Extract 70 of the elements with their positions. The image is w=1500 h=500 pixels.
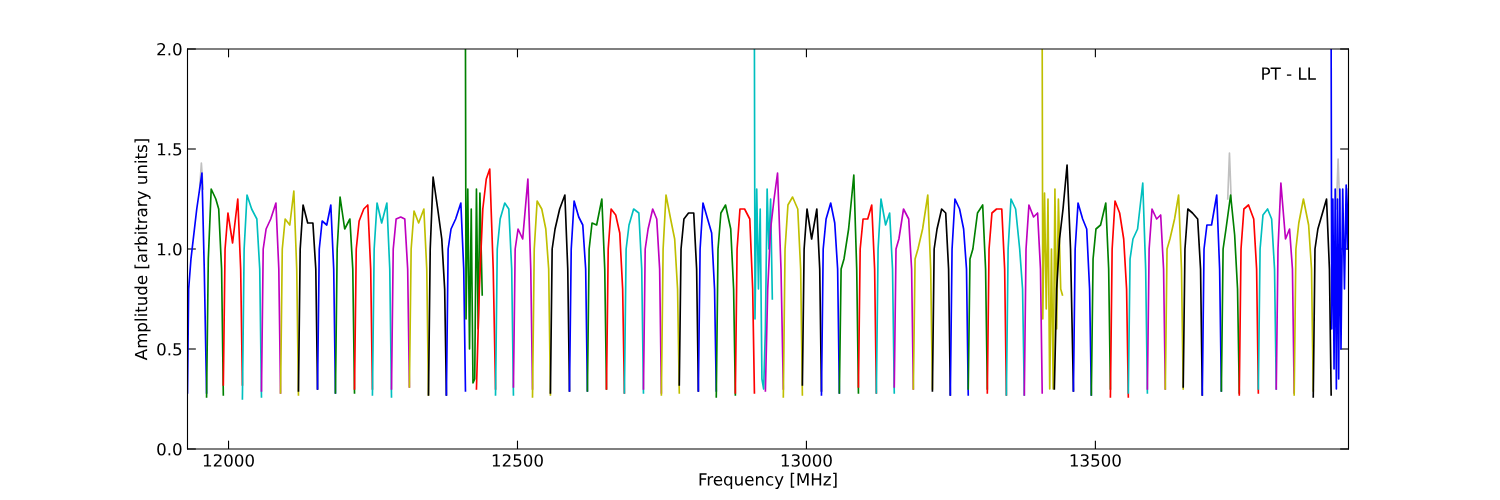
line-series bbox=[241, 194, 263, 400]
line-series bbox=[1312, 198, 1332, 398]
line-series bbox=[1072, 202, 1093, 396]
x-axis-title: Frequency [MHz] bbox=[699, 472, 837, 489]
line-series bbox=[857, 204, 878, 394]
line-series bbox=[753, 49, 774, 390]
line-series bbox=[568, 200, 589, 392]
line-series bbox=[512, 178, 534, 390]
line-series bbox=[1257, 208, 1278, 390]
x-tick-label: 13500 bbox=[1070, 454, 1121, 467]
line-series bbox=[967, 204, 989, 390]
line-series bbox=[1005, 198, 1026, 396]
line-series bbox=[912, 194, 934, 390]
line-series bbox=[222, 198, 244, 386]
annotation: PT - LL bbox=[1262, 67, 1316, 80]
line-series bbox=[279, 190, 300, 396]
line-series bbox=[205, 188, 225, 398]
line-series bbox=[838, 174, 860, 394]
line-series bbox=[334, 196, 356, 394]
y-tick-label: 0.0 bbox=[157, 442, 182, 456]
line-series bbox=[1238, 204, 1260, 396]
line-series bbox=[820, 202, 841, 396]
line-series bbox=[531, 200, 552, 398]
line-series bbox=[782, 196, 804, 398]
line-series bbox=[1041, 49, 1064, 390]
line-series bbox=[678, 212, 700, 392]
line-series bbox=[893, 208, 915, 390]
line-series bbox=[697, 202, 718, 392]
line-series bbox=[1293, 198, 1315, 396]
line-series bbox=[1164, 194, 1185, 390]
line-series bbox=[390, 216, 411, 390]
line-series bbox=[1127, 182, 1149, 394]
line-series bbox=[875, 198, 896, 394]
x-tick-label: 12500 bbox=[492, 454, 543, 467]
x-tick-label: 12000 bbox=[203, 454, 254, 467]
line-series bbox=[464, 49, 484, 384]
line-series bbox=[623, 208, 645, 394]
line-series bbox=[715, 204, 737, 398]
line-series bbox=[586, 198, 608, 392]
line-series bbox=[353, 204, 374, 390]
line-series bbox=[494, 202, 515, 396]
line-series bbox=[949, 198, 970, 396]
line-series bbox=[1330, 49, 1349, 390]
line-series bbox=[660, 194, 681, 396]
y-tick-label: 1.5 bbox=[157, 143, 182, 156]
y-tick-label: 1.0 bbox=[157, 242, 182, 256]
y-tick-label: 0.5 bbox=[157, 342, 182, 356]
line-series bbox=[445, 202, 467, 396]
line-series bbox=[1053, 164, 1075, 392]
y-axis-title: Amplitude [arbitrary units] bbox=[134, 139, 151, 361]
x-tick-label: 13000 bbox=[781, 454, 832, 467]
line-series bbox=[297, 204, 319, 392]
line-series bbox=[1201, 194, 1223, 396]
line-series bbox=[764, 172, 785, 392]
line-series bbox=[1090, 202, 1112, 396]
line-series bbox=[549, 194, 571, 394]
line-series bbox=[427, 176, 448, 396]
line-series bbox=[1146, 208, 1167, 390]
line-series bbox=[1109, 200, 1130, 398]
line-series bbox=[986, 208, 1008, 396]
line-series bbox=[1023, 204, 1044, 396]
line-series bbox=[642, 208, 663, 394]
line-series bbox=[734, 208, 756, 394]
line-series bbox=[1220, 194, 1241, 394]
y-tick-label: 2.0 bbox=[157, 42, 182, 56]
line-series bbox=[605, 208, 626, 394]
line-series bbox=[371, 202, 393, 398]
line-series bbox=[931, 208, 952, 396]
line-series bbox=[475, 168, 497, 390]
line-series bbox=[260, 202, 282, 394]
